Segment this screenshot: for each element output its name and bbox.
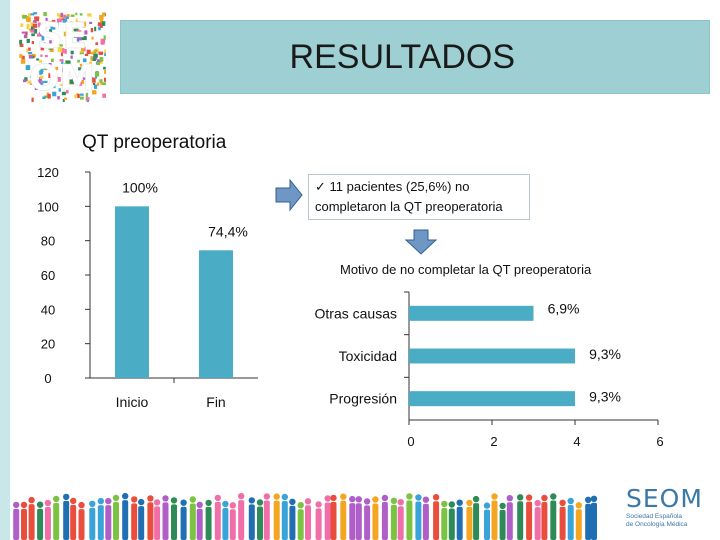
right-bar	[409, 305, 534, 321]
footer-people-decor	[13, 492, 598, 540]
brand-name: SEOM	[626, 484, 703, 513]
left-y-tick-label: 40	[41, 302, 55, 317]
left-bar	[115, 206, 149, 378]
brand-subtitle-2: de Oncología Médica	[626, 521, 688, 528]
left-category-label: Fin	[206, 394, 225, 410]
left-y-tick-label: 80	[41, 234, 55, 249]
left-decor-strip	[0, 0, 10, 540]
callout-box: ✓ 11 pacientes (25,6%) no completaron la…	[308, 174, 530, 220]
right-data-label: 6,9%	[548, 300, 580, 316]
right-arrow-icon	[275, 178, 303, 212]
right-x-tick-label: 2	[490, 434, 497, 449]
left-y-tick-label: 120	[37, 165, 59, 180]
left-data-label: 74,4%	[208, 223, 248, 239]
seom-brand-logo: SEOM Sociedad Española de Oncología Médi…	[626, 484, 712, 536]
title-banner: RESULTADOS	[120, 20, 710, 94]
down-arrow-icon	[404, 229, 438, 255]
right-chart-title: Motivo de no completar la QT preoperator…	[340, 262, 592, 277]
right-category-label: Toxicidad	[339, 348, 397, 364]
right-data-label: 9,3%	[589, 346, 621, 362]
right-data-label: 9,3%	[589, 389, 621, 405]
right-x-tick-label: 4	[573, 434, 580, 449]
svg-text:OM: OM	[29, 58, 95, 99]
svg-text:SE: SE	[37, 16, 88, 57]
right-category-label: Progresión	[329, 391, 397, 407]
right-bar	[409, 391, 575, 407]
right-x-tick-label: 6	[656, 434, 663, 449]
left-y-tick-label: 0	[44, 371, 51, 386]
left-y-tick-label: 100	[37, 199, 59, 214]
left-chart-title: QT preoperatoria	[82, 132, 227, 153]
callout-line-1: ✓ 11 pacientes (25,6%) no	[315, 179, 470, 194]
right-category-label: Otras causas	[315, 305, 397, 321]
left-category-label: Inicio	[116, 394, 149, 410]
left-data-label: 100%	[122, 179, 158, 195]
brand-subtitle-1: Sociedad Española	[626, 513, 683, 520]
callout-line-2: completaron la QT preoperatoria	[315, 199, 503, 214]
left-y-tick-label: 60	[41, 268, 55, 283]
right-bar	[409, 348, 575, 364]
logo-confetti: SE OM	[19, 12, 106, 102]
left-bar	[199, 250, 233, 378]
left-y-tick-label: 20	[41, 337, 55, 352]
page-title: RESULTADOS	[289, 37, 515, 76]
seom-logo: SE OM	[18, 10, 106, 102]
right-x-tick-label: 0	[407, 434, 414, 449]
